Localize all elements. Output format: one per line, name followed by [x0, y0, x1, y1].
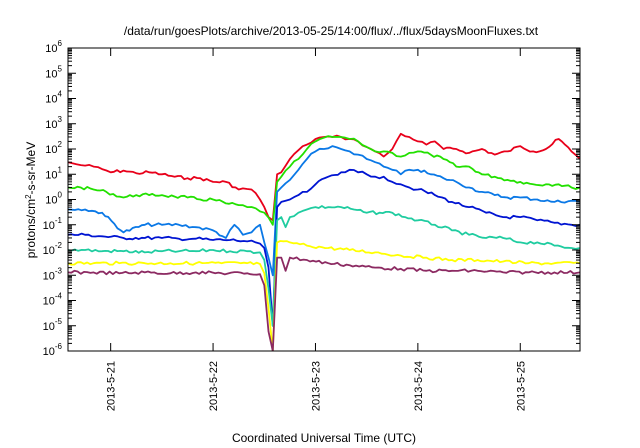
y-tick-label: 10-1	[43, 216, 63, 232]
y-tick-label: 10-4	[43, 292, 63, 308]
x-tick-label: 2013-5-25	[515, 361, 527, 411]
series-line-2	[68, 135, 580, 226]
y-tick-label: 106	[45, 39, 62, 55]
y-tick-label: 104	[45, 90, 62, 106]
x-tick-label: 2013-5-24	[413, 361, 425, 411]
y-tick-label: 10-3	[43, 266, 63, 282]
y-tick-label: 10-2	[43, 241, 63, 257]
y-tick-label: 10-6	[43, 342, 63, 358]
y-tick-label: 10-5	[43, 317, 63, 333]
x-tick-label: 2013-5-21	[106, 361, 118, 411]
y-axis-label: protons/cm2-s-sr-MeV	[24, 142, 39, 258]
y-axis-label-prefix: protons/cm	[24, 199, 38, 258]
chart-title: /data/run/goesPlots/archive/2013-05-25/1…	[124, 24, 539, 38]
plot-frame	[67, 47, 581, 352]
series-line-5	[68, 205, 580, 327]
y-axis-label-superscript: 2	[24, 194, 33, 199]
y-tick-label: 103	[45, 115, 62, 131]
ticks-layer: 10-6 10-5 10-4 10-3 10-2 10-1 100 101 102 103 104 1…	[43, 39, 580, 411]
series-layer	[68, 132, 580, 351]
y-tick-label: 100	[45, 191, 62, 207]
series-line-7	[68, 256, 580, 351]
x-axis-label: Coordinated Universal Time (UTC)	[232, 431, 416, 445]
y-tick-label: 102	[45, 140, 62, 156]
series-line-6	[68, 240, 580, 351]
series-line-4	[68, 168, 580, 327]
series-line-3	[68, 145, 580, 277]
x-tick-label: 2013-5-22	[208, 361, 220, 411]
y-tick-label: 105	[45, 64, 62, 80]
y-axis-label-suffix: -s-sr-MeV	[24, 142, 38, 195]
y-tick-label: 101	[45, 165, 62, 181]
x-tick-label: 2013-5-23	[310, 361, 322, 411]
